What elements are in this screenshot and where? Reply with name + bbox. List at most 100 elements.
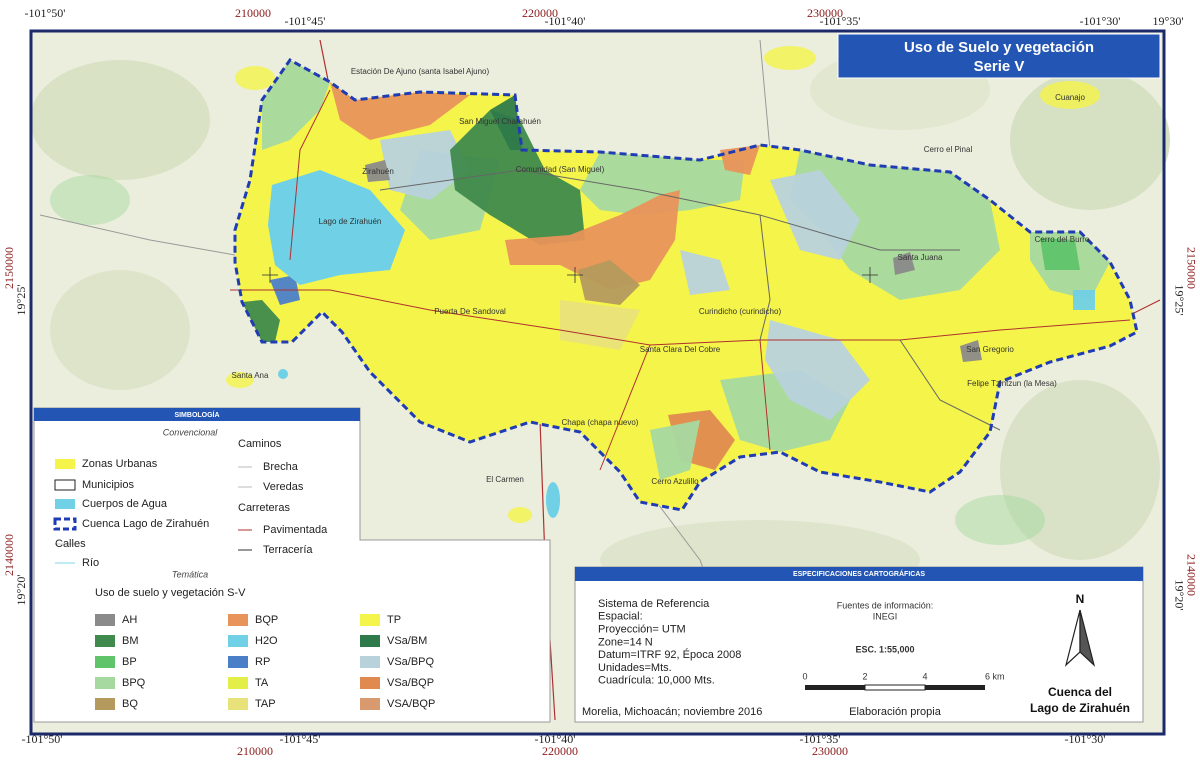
frame-coordinate: 19°20' (14, 575, 28, 606)
land-use-patch (242, 300, 280, 342)
frame-coordinate: 220000 (542, 744, 578, 758)
legend-subheading: Uso de suelo y vegetación S-V (95, 587, 246, 599)
legend-subheading: Convencional (163, 427, 219, 437)
urban-zone (226, 372, 254, 388)
north-letter: N (1076, 592, 1085, 606)
place-label: Cerro Azulillo (651, 477, 699, 486)
legend-swatch (95, 677, 115, 689)
land-use-patch (365, 160, 390, 182)
map-title: Uso de Suelo y vegetación (904, 39, 1094, 56)
legend-symbol (55, 499, 75, 509)
land-use-patch (560, 300, 640, 350)
place-label: Chapa (chapa nuevo) (562, 418, 639, 427)
frame-coordinate: 19°30' (1153, 14, 1184, 28)
road (599, 344, 651, 471)
frame-coordinate: -101°35' (800, 732, 841, 746)
terrain-hill (50, 270, 190, 390)
road (759, 39, 771, 151)
scale-bar-label: 0 (802, 671, 807, 681)
scale-bar-label: 2 (862, 671, 867, 681)
legend-swatch (360, 614, 380, 626)
frame-coordinate: 19°25' (1172, 285, 1186, 316)
specs-place-date: Morelia, Michoacán; noviembre 2016 (582, 706, 762, 718)
urban-zone (1040, 81, 1100, 109)
legend-label: RP (255, 656, 270, 668)
labels: Estación De Ajuno (santa Isabel Ajuno) Sa… (232, 67, 1090, 486)
frame-coordinate: 210000 (235, 6, 271, 20)
scale-bar-label: 6 km (985, 671, 1005, 681)
vegetation (955, 495, 1045, 545)
basin-name: Lago de Zirahuén (1030, 701, 1130, 715)
terrain-hill (30, 60, 210, 180)
place-label: Puerta De Sandoval (434, 307, 506, 316)
legend-swatch (228, 698, 248, 710)
place-label: Cuanajo (1055, 93, 1085, 102)
legend-subheading: Temática (172, 569, 208, 579)
vegetation (50, 175, 130, 225)
place-label: Cerro el Pinal (924, 145, 973, 154)
legend-header (34, 408, 360, 421)
legend-swatch (228, 635, 248, 647)
specs-scale: ESC. 1:55,000 (855, 644, 914, 654)
place-label: Curindicho (curindicho) (699, 307, 782, 316)
scale-bar-label: 4 (922, 671, 927, 681)
legend-label: H2O (255, 635, 278, 647)
legend-label: Cuenca Lago de Zirahuén (82, 518, 209, 530)
land-use-patch (578, 260, 640, 305)
frame-coordinate: 2140000 (2, 534, 16, 576)
legend-label: BQ (122, 698, 138, 710)
scale-bar-segment (805, 685, 865, 690)
road (899, 339, 1001, 431)
legend-label: AH (122, 614, 137, 626)
road (379, 169, 960, 251)
legend-label: Pavimentada (263, 524, 328, 536)
legend-label: Río (82, 557, 99, 569)
legend-title: SIMBOLOGÍA (174, 410, 219, 419)
specs-line: Sistema de Referencia (598, 598, 710, 610)
frame-coordinate: -101°50' (22, 732, 63, 746)
specs-line: Proyección= UTM (598, 624, 686, 636)
legend-symbol (55, 459, 75, 469)
place-label: Felipe Tzintzun (la Mesa) (967, 379, 1057, 388)
legend-label: Zonas Urbanas (82, 458, 158, 470)
specs-box (574, 566, 1144, 723)
legend-label: VSa/BPQ (387, 656, 435, 668)
land-use-patch (893, 252, 915, 275)
road (39, 214, 236, 256)
land-use-patch (580, 152, 745, 215)
specs-sources: Fuentes de información: (837, 600, 934, 610)
frame-coordinate: -101°40' (545, 14, 586, 28)
place-label: Santa Clara Del Cobre (640, 345, 721, 354)
urban-zone (764, 46, 816, 70)
legend-label: BPQ (122, 677, 146, 689)
land-use-patch (680, 250, 730, 295)
frame-coordinate: 2150000 (2, 247, 16, 289)
specs-line: Espacial: (598, 611, 643, 623)
urban-zone (508, 507, 532, 523)
legend-label: Terracería (263, 544, 313, 556)
legend-label: BQP (255, 614, 278, 626)
place-label: Comunidad (San Miguel) (516, 165, 605, 174)
specs-line: Unidades=Mts. (598, 662, 672, 674)
frame-coordinate: -101°35' (820, 14, 861, 28)
legend-swatch (360, 677, 380, 689)
land-use-patch (765, 320, 870, 420)
specs-sources: INEGI (873, 611, 898, 621)
frame-coordinate: 210000 (237, 744, 273, 758)
legend-swatch (95, 635, 115, 647)
specs-title: ESPECIFICACIONES CARTOGRÁFICAS (793, 569, 925, 578)
legend-symbol (53, 517, 77, 531)
frame-coordinate: 19°25' (14, 285, 28, 316)
legend-label: Veredas (263, 481, 304, 493)
legend-label: Cuerpos de Agua (82, 498, 168, 510)
land-use-patch (790, 150, 1000, 300)
place-label: Estación De Ajuno (santa Isabel Ajuno) (351, 67, 490, 76)
frame-coordinate: -101°30' (1080, 14, 1121, 28)
place-label: Zirahuén (362, 167, 394, 176)
road (759, 214, 771, 341)
map-subtitle: Serie V (974, 58, 1025, 75)
place-label: Lago de Zirahuén (319, 217, 382, 226)
land-use-patch (262, 60, 330, 150)
legend-swatch (228, 656, 248, 668)
